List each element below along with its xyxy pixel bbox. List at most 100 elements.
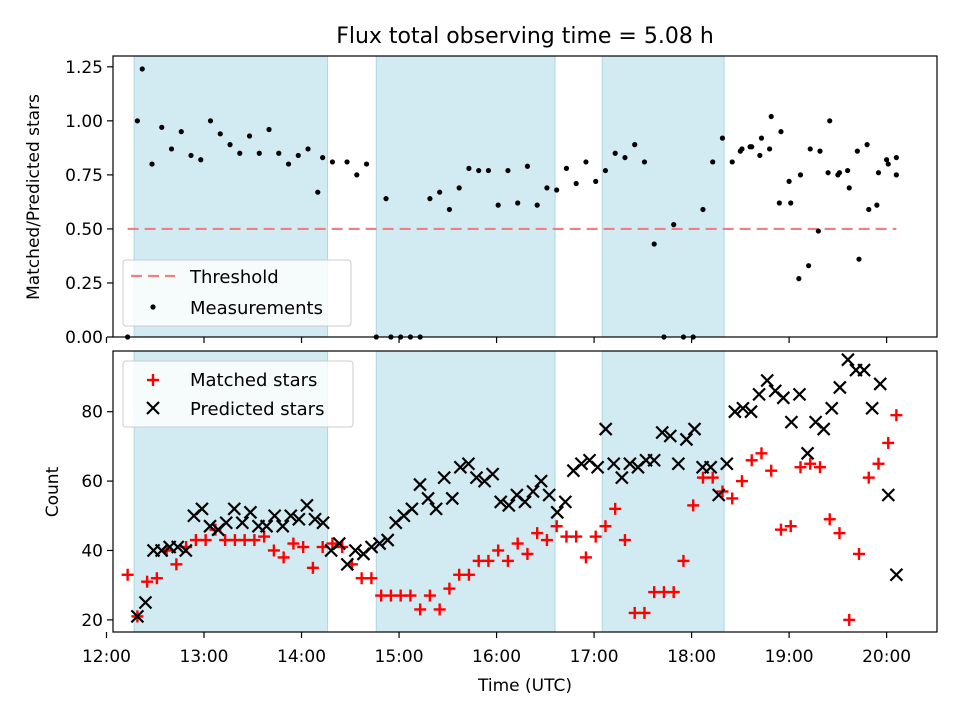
predicted-star-point [841, 352, 855, 367]
y-tick-label: 80 [81, 403, 103, 423]
predicted-star-point [267, 509, 282, 523]
measurement-point [524, 163, 531, 169]
shaded-interval [375, 55, 556, 338]
predicted-star-point [316, 515, 330, 530]
predicted-star-point [518, 495, 532, 509]
predicted-star-point [736, 401, 750, 416]
legend-predicted-swatch [146, 401, 160, 415]
matched-star-point [890, 409, 903, 422]
measurement-point [806, 263, 812, 269]
predicted-star-point [308, 512, 322, 527]
x-tick-label: 16:00 [472, 647, 521, 667]
matched-star-point [774, 523, 787, 536]
x-axis-label: Time (UTC) [477, 676, 572, 696]
y-tick-label: 0.00 [65, 328, 103, 348]
bottom-legend-box [122, 360, 354, 428]
measurement-point [505, 167, 511, 174]
matched-star-point [589, 530, 602, 543]
measurement-point [747, 144, 753, 150]
predicted-star-point [203, 519, 217, 533]
measurement-point [641, 159, 648, 165]
measurement-point [266, 126, 272, 133]
measurements-series [125, 66, 899, 340]
measurement-point [217, 131, 223, 137]
measurement-point [329, 159, 336, 165]
measurement-point [315, 189, 321, 195]
predicted-star-point [873, 377, 887, 391]
measurement-point [700, 206, 706, 213]
matched-star-point [579, 551, 592, 564]
measurement-point [198, 157, 204, 163]
matched-star-point [882, 436, 895, 449]
measurement-point [354, 172, 360, 178]
measurement-point [768, 113, 774, 120]
matched-star-point [784, 520, 797, 533]
predicted-star-point [332, 536, 347, 551]
predicted-star-point [760, 373, 774, 388]
matched-star-point [687, 499, 700, 512]
measurement-point [776, 200, 782, 206]
predicted-star-point [865, 401, 879, 416]
predicted-star-point [340, 557, 355, 572]
y-tick-label: 40 [81, 541, 103, 561]
matched-star-point [794, 461, 807, 474]
legend-measurements-label: Measurements [190, 298, 323, 319]
measurement-point [893, 154, 899, 161]
predicted-star-point [179, 543, 193, 558]
measurement-point [320, 154, 326, 161]
predicted-star-point [550, 505, 565, 520]
matched-star-point [511, 537, 524, 550]
top-panel: 0.00 0.25 0.50 0.75 1.00 1.25 Matched/Predict… [24, 55, 938, 348]
predicted-star-point [534, 474, 548, 488]
matched-star-point [843, 613, 856, 626]
matched-star-point [609, 502, 622, 515]
matched-star-point [501, 554, 514, 567]
predicted-star-point [130, 609, 145, 624]
measurement-point [778, 129, 784, 135]
x-tick-label: 13:00 [180, 647, 229, 667]
predicted-star-point [372, 536, 387, 551]
shaded-interval [601, 350, 725, 633]
measurement-point [227, 142, 233, 148]
y-tick-label: 0.25 [65, 274, 103, 294]
predicted-star-point [154, 543, 169, 558]
matched-star-point [248, 534, 261, 547]
measurement-point [134, 118, 140, 124]
predicted-star-point [380, 533, 395, 547]
legend-matched-label: Matched stars [190, 370, 317, 391]
matched-star-point [862, 471, 875, 484]
measurement-point [485, 167, 492, 174]
matched-star-point [804, 457, 817, 470]
predicted-star-point [623, 456, 637, 471]
matched-star-point [404, 589, 417, 602]
measurement-point [363, 161, 370, 167]
predicted-star-point [300, 498, 314, 513]
legend-threshold-label: Threshold [189, 267, 279, 288]
measurement-point [256, 150, 262, 156]
predicted-star-point [711, 488, 726, 502]
matched-star-point [326, 537, 339, 550]
predicted-stars-series [130, 352, 904, 624]
measurement-point [534, 202, 540, 208]
predicted-star-point [421, 491, 435, 506]
matched-star-point [872, 457, 885, 470]
matched-star-point [462, 568, 475, 581]
matched-star-point [823, 513, 836, 526]
matched-star-point [287, 537, 300, 550]
y-tick-label: 1.00 [65, 112, 103, 132]
predicted-star-point [558, 495, 573, 509]
predicted-star-point [493, 495, 508, 509]
measurement-point [875, 170, 882, 176]
measurement-point [766, 146, 773, 152]
predicted-star-point [671, 456, 686, 471]
predicted-star-point [461, 456, 476, 471]
matched-star-point [735, 475, 748, 488]
predicted-star-point [792, 387, 807, 402]
predicted-star-point [752, 387, 766, 402]
measurement-point [383, 196, 389, 202]
x-tick-label: 15:00 [375, 647, 424, 667]
measurement-point [788, 200, 794, 206]
predicted-star-point [429, 502, 443, 516]
predicted-star-point [574, 456, 589, 471]
measurement-point [466, 165, 472, 171]
